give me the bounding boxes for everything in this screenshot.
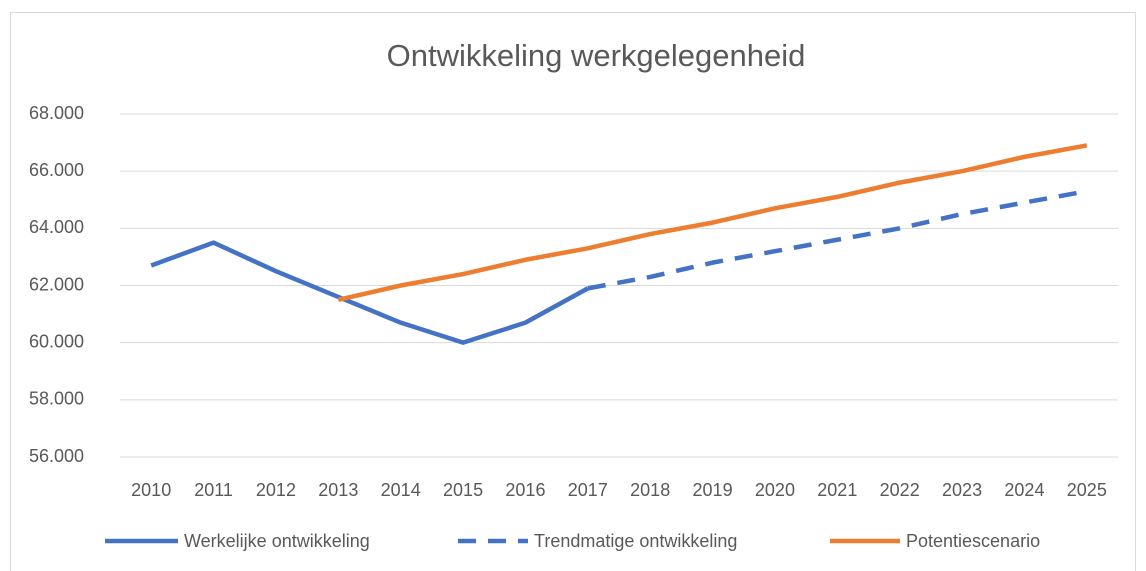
series-line	[587, 188, 1088, 291]
legend-label: Potentiescenario	[906, 531, 1040, 551]
x-tick-label: 2014	[381, 480, 421, 500]
x-tick-label: 2016	[505, 480, 545, 500]
x-tick-label: 2022	[880, 480, 920, 500]
x-tick-label: 2012	[256, 480, 296, 500]
x-tick-label: 2023	[942, 480, 982, 500]
x-tick-label: 2015	[443, 480, 483, 500]
x-tick-label: 2011	[194, 480, 233, 500]
x-tick-label: 2025	[1067, 480, 1107, 500]
y-tick-label: 66.000	[29, 160, 84, 180]
x-tick-label: 2017	[568, 480, 608, 500]
x-tick-label: 2019	[693, 480, 733, 500]
y-tick-label: 62.000	[29, 274, 84, 294]
y-tick-label: 58.000	[29, 389, 84, 409]
series-line	[337, 143, 1088, 302]
series-line	[150, 240, 589, 345]
y-tick-label: 60.000	[29, 331, 84, 351]
x-tick-label: 2018	[630, 480, 670, 500]
chart-title: Ontwikkeling werkgelegenheid	[387, 38, 806, 73]
y-tick-label: 64.000	[29, 217, 84, 237]
x-tick-label: 2013	[318, 480, 358, 500]
chart-frame	[10, 12, 1136, 571]
y-tick-label: 56.000	[29, 446, 84, 466]
legend-label: Werkelijke ontwikkeling	[184, 531, 370, 551]
legend-label: Trendmatige ontwikkeling	[534, 531, 737, 551]
x-tick-label: 2010	[131, 480, 171, 500]
x-tick-label: 2020	[755, 480, 795, 500]
x-tick-label: 2021	[817, 480, 857, 500]
x-tick-label: 2024	[1004, 480, 1044, 500]
y-tick-label: 68.000	[29, 103, 84, 123]
